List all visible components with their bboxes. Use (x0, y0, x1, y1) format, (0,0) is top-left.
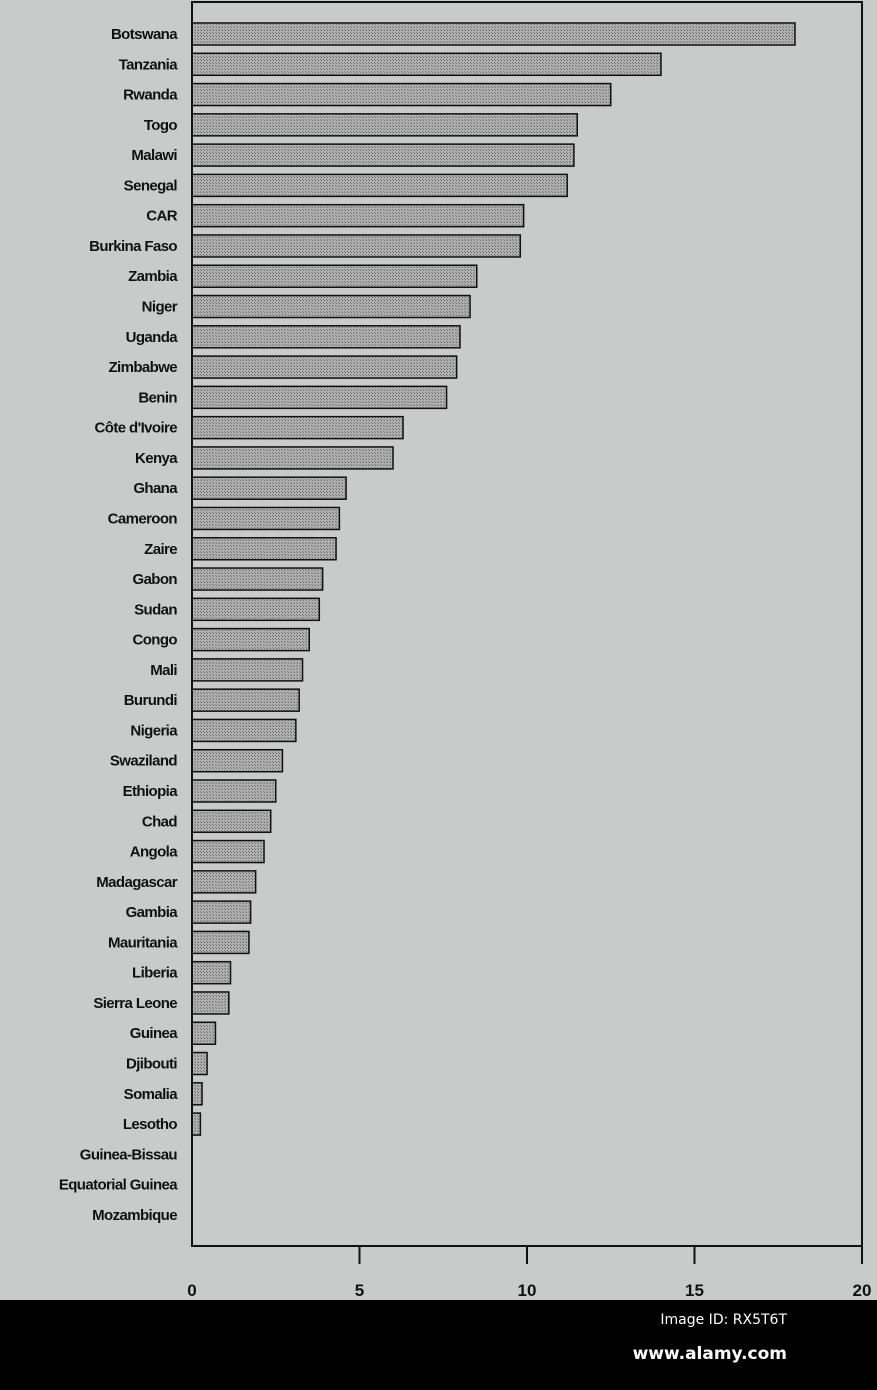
bar-c-te-d-ivoire (191, 415, 404, 440)
category-label: Senegal (124, 177, 178, 194)
category-label: Uganda (126, 329, 179, 346)
bar-madagascar (191, 870, 257, 894)
category-label: Malawi (131, 147, 177, 164)
category-label: Zaire (144, 541, 177, 558)
bar-somalia (191, 1082, 203, 1106)
bar-chad (191, 809, 272, 834)
bar-chart: Botswana Tanzania Rwanda Togo Malawi Senegal C… (59, 1, 872, 1300)
category-label: Ethiopia (123, 783, 179, 800)
category-label: Zimbabwe (108, 359, 177, 376)
category-label: CAR (146, 208, 177, 225)
bar-zaire (191, 537, 337, 561)
bar-gabon (191, 567, 324, 591)
category-label: Sierra Leone (93, 995, 177, 1012)
category-label: Niger (142, 299, 178, 316)
bar-lesotho (191, 1112, 202, 1136)
bar-cameroon (191, 506, 341, 531)
category-label: Congo (133, 632, 178, 649)
category-label: Burkina Faso (89, 238, 177, 255)
category-label: Kenya (135, 450, 178, 467)
category-label: Cameroon (108, 510, 178, 527)
category-label: Gambia (126, 904, 179, 921)
bar-angola (191, 839, 265, 864)
bar-rwanda (191, 82, 612, 107)
category-label: Swaziland (110, 753, 178, 770)
category-label: Chad (142, 813, 178, 830)
category-label: Zambia (128, 268, 178, 285)
category-label: Gabon (133, 571, 178, 588)
bar-botswana (191, 22, 796, 46)
bar-uganda (191, 325, 461, 349)
category-label: Burundi (124, 692, 178, 709)
bar-togo (191, 113, 578, 137)
category-label: Somalia (124, 1086, 179, 1103)
bar-liberia (191, 960, 232, 985)
category-label: Guinea-Bissau (80, 1146, 178, 1163)
bar-niger (191, 294, 471, 319)
category-label: Equatorial Guinea (59, 1177, 178, 1194)
category-label: Angola (130, 844, 178, 861)
category-label: Djibouti (126, 1056, 177, 1073)
category-label: Mauritania (108, 934, 178, 951)
watermark-footer: Image ID: RX5T6T www.alamy.com (0, 1300, 877, 1390)
category-label: Sudan (134, 601, 177, 618)
site-url-text: www.alamy.com (632, 1344, 787, 1364)
bar-guinea (191, 1021, 217, 1045)
category-label: Rwanda (123, 87, 178, 104)
bar-gambia (191, 900, 252, 924)
bar-malawi (191, 143, 575, 167)
category-label: Mali (150, 662, 177, 679)
bar-burkina-faso (191, 234, 522, 258)
category-label: Tanzania (119, 56, 179, 73)
x-tick-label: 15 (685, 1281, 704, 1300)
category-label: Benin (138, 389, 177, 406)
bar-mauritania (191, 930, 250, 955)
bar-zambia (191, 264, 478, 288)
category-label: Botswana (111, 26, 178, 43)
category-label: Mozambique (92, 1207, 177, 1224)
x-tick-label: 10 (518, 1281, 537, 1300)
bar-sudan (191, 597, 321, 622)
category-label: Nigeria (130, 722, 178, 739)
bar-swaziland (191, 748, 284, 773)
category-label: Togo (144, 117, 178, 134)
bar-tanzania (191, 52, 662, 77)
bar-ethiopia (191, 779, 277, 803)
image-id-text: Image ID: RX5T6T (660, 1312, 787, 1328)
bar-kenya (191, 446, 394, 470)
bar-car (191, 203, 525, 228)
bar-congo (191, 627, 310, 652)
category-label: Lesotho (123, 1116, 178, 1133)
bar-ghana (191, 476, 347, 500)
bar-mali (191, 658, 304, 682)
category-label: Ghana (133, 480, 178, 497)
x-tick-label: 20 (853, 1281, 872, 1300)
bar-senegal (191, 173, 568, 198)
x-tick-label: 5 (355, 1281, 364, 1300)
category-label: Liberia (132, 965, 178, 982)
bar-benin (191, 385, 448, 410)
category-label: Guinea (130, 1025, 179, 1042)
category-label: Côte d'Ivoire (95, 420, 178, 437)
x-tick-label: 0 (187, 1281, 196, 1300)
bar-djibouti (191, 1051, 208, 1076)
bar-sierra-leone (191, 991, 230, 1015)
bar-nigeria (191, 718, 297, 743)
bar-burundi (191, 688, 300, 712)
bar-zimbabwe (191, 355, 458, 379)
category-label: Madagascar (96, 874, 177, 891)
